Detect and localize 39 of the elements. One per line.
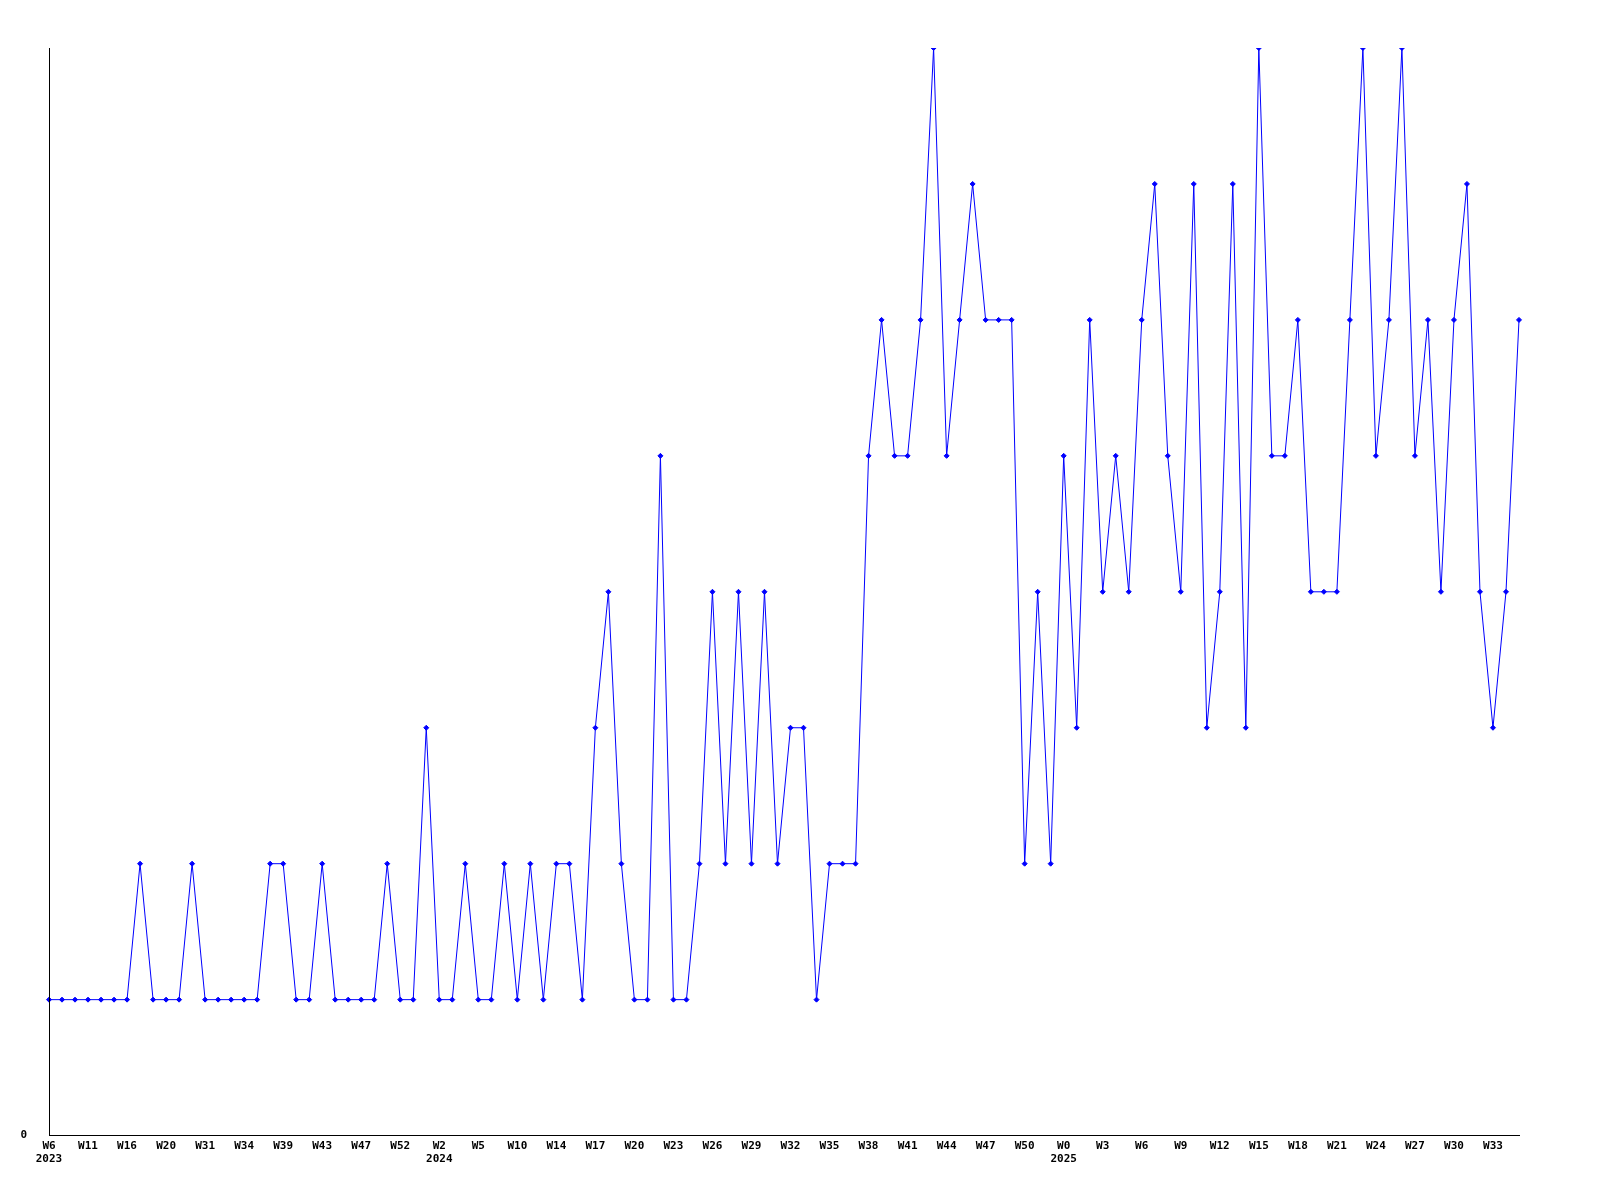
x-tick-label: W23 xyxy=(663,1139,684,1153)
x-tick-label: W15 xyxy=(1248,1139,1269,1153)
x-tick-label: W16 xyxy=(117,1139,138,1153)
x-tick-label: W47 xyxy=(975,1139,996,1153)
x-tick-label: W39 xyxy=(273,1139,294,1153)
x-tick-label: W20 xyxy=(624,1139,645,1153)
x-tick-label: W24 xyxy=(1365,1139,1387,1153)
x-tick-label: W52 xyxy=(390,1139,411,1153)
x-tick-label: W30 xyxy=(1444,1139,1464,1153)
text: 0 xyxy=(20,1128,27,1142)
x-tick-label: W33 xyxy=(1483,1139,1503,1153)
x-tick-label: W14 xyxy=(546,1139,567,1153)
x-tick-label: W27 xyxy=(1404,1139,1425,1153)
x-tick-label: W6 xyxy=(1135,1139,1149,1153)
x-tick-label: W11 xyxy=(78,1139,99,1153)
x-tick-label: W29 xyxy=(741,1139,762,1153)
x-tick-label: W20 xyxy=(156,1139,177,1153)
x-tick-label: W12 xyxy=(1209,1139,1230,1153)
x-tick-label: W3 xyxy=(1096,1139,1110,1153)
x-tick-label: W5 xyxy=(471,1139,485,1153)
x-tick-label: W18 xyxy=(1287,1139,1308,1153)
x-tick-label: W34 xyxy=(234,1139,255,1153)
x-tick-label: W31 xyxy=(195,1139,216,1153)
x-tick-label: W38 xyxy=(858,1139,879,1153)
x-tick-label: W50 xyxy=(1014,1139,1035,1153)
x-tick-label: W17 xyxy=(585,1139,606,1153)
x-tick-label: W44 xyxy=(936,1139,957,1153)
x-tick-label: W21 xyxy=(1326,1139,1348,1153)
x-tick-label: W43 xyxy=(312,1139,333,1153)
x-tick-label: W35 xyxy=(819,1139,840,1153)
x-tick-label: W41 xyxy=(897,1139,918,1153)
x-tick-label: W26 xyxy=(702,1139,723,1153)
x-tick-label: W9 xyxy=(1174,1139,1188,1153)
x-tick-label: W10 xyxy=(507,1139,528,1153)
x-tick-label: W2 2024 xyxy=(426,1139,453,1166)
x-tick-label: W32 xyxy=(780,1139,801,1153)
x-tick-label: W6 2023 xyxy=(35,1139,63,1166)
x-tick-label: W47 xyxy=(351,1139,372,1153)
x-tick-label: W0 2025 xyxy=(1050,1139,1077,1166)
